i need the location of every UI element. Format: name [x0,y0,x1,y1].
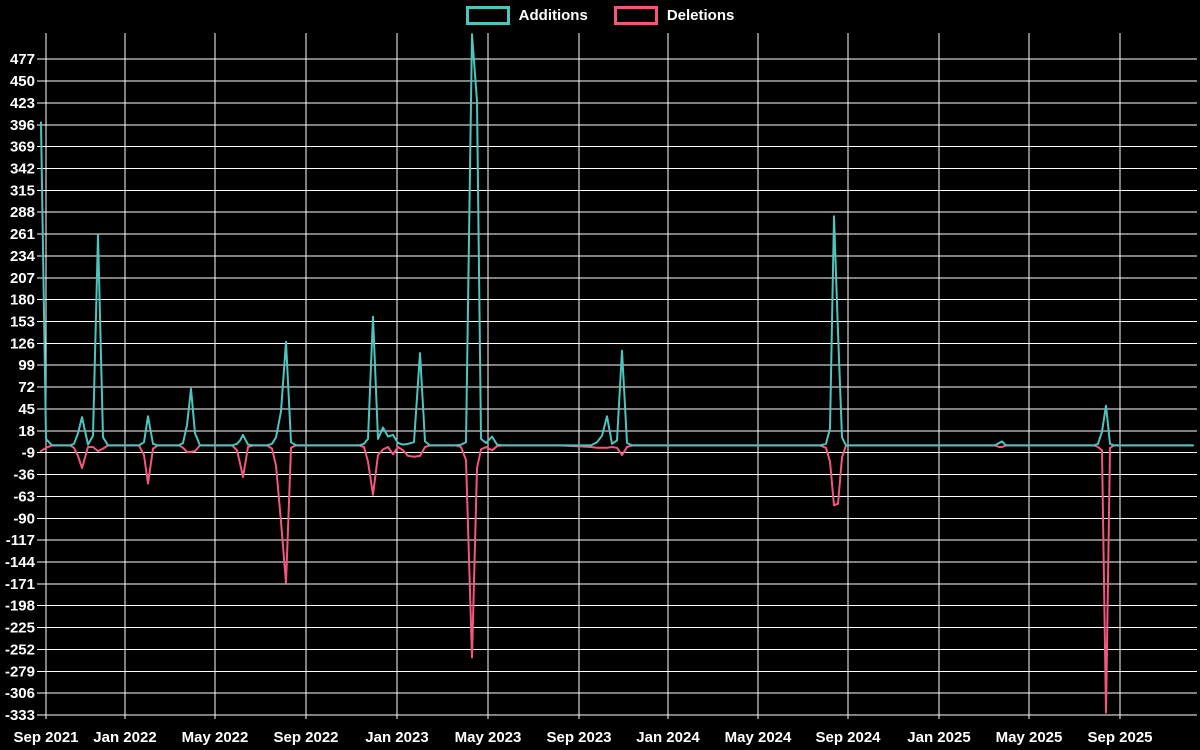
x-tick-label: Sep 2025 [1087,729,1152,746]
y-tick-label: -198 [5,598,35,615]
x-tick-label: May 2024 [725,729,792,746]
additions-line [40,33,1194,447]
x-tick-label: Sep 2022 [273,729,338,746]
y-tick-label: -63 [13,488,35,505]
y-tick-label: 450 [10,73,35,90]
y-tick-label: 342 [10,161,35,178]
y-tick-label: -36 [13,467,35,484]
y-tick-label: 369 [10,139,35,156]
deletions-legend-label: Deletions [666,7,735,24]
y-tick-label: -90 [13,510,35,527]
y-tick-label: 396 [10,117,35,134]
x-tick-label: Sep 2021 [13,729,78,746]
y-tick-label: -225 [5,620,35,637]
y-tick-label: -9 [22,445,35,462]
x-tick-label: May 2022 [182,729,249,746]
legend-item-additions[interactable]: Additions [465,6,588,25]
x-tick-label: Jan 2025 [907,729,970,746]
y-tick-label: 288 [10,204,35,221]
chart-legend: Additions Deletions [0,6,1200,25]
y-tick-label: 207 [10,270,35,287]
x-tick-label: Sep 2023 [546,729,611,746]
legend-item-deletions[interactable]: Deletions [613,6,735,25]
y-tick-label: 18 [18,423,35,440]
y-tick-label: -279 [5,663,35,680]
y-tick-label: 99 [18,357,35,374]
y-tick-label: -333 [5,707,35,724]
x-tick-label: Jan 2024 [636,729,700,746]
y-tick-label: 72 [18,379,35,396]
y-tick-label: 234 [10,248,36,265]
x-tick-label: Jan 2023 [365,729,428,746]
deletions-swatch-icon [613,6,658,25]
additions-legend-label: Additions [518,7,588,24]
y-tick-label: -144 [5,554,36,571]
y-tick-label: 477 [10,51,35,68]
y-tick-label: 180 [10,292,35,309]
additions-swatch-icon [465,6,510,25]
y-tick-label: -252 [5,641,35,658]
x-tick-label: May 2025 [996,729,1063,746]
y-tick-label: -171 [5,576,35,593]
deletions-line [40,444,1194,714]
y-tick-label: 153 [10,314,35,331]
y-tick-label: 261 [10,226,35,243]
y-tick-label: 423 [10,95,35,112]
y-tick-label: 315 [10,182,35,199]
y-tick-label: 45 [18,401,35,418]
x-tick-label: Sep 2024 [815,729,881,746]
x-tick-label: May 2023 [455,729,522,746]
y-tick-label: -117 [6,532,35,549]
y-tick-label: -306 [5,685,35,702]
x-tick-label: Jan 2022 [93,729,156,746]
y-tick-label: 126 [10,335,35,352]
